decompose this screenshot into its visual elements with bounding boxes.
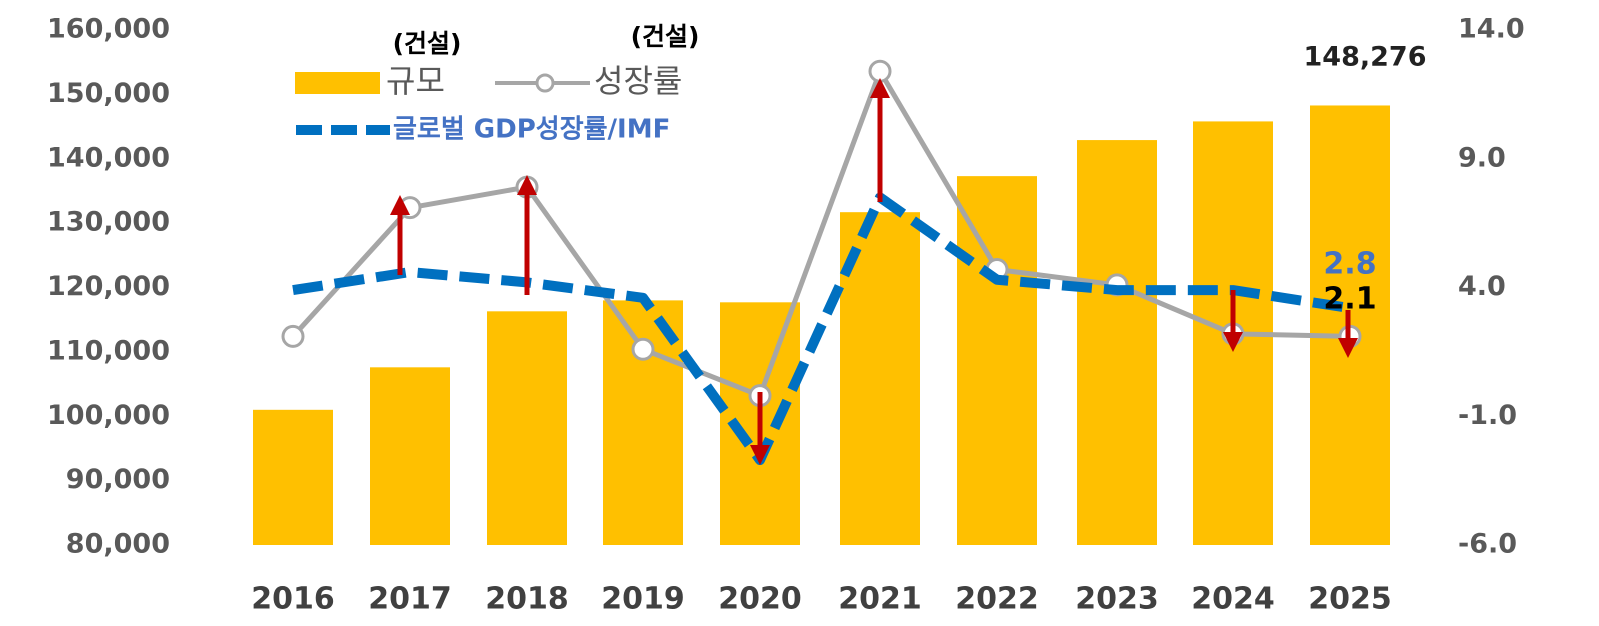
x-tick-label: 2024	[1191, 582, 1275, 617]
y-tick-label: 90,000	[66, 464, 170, 495]
arrows	[390, 78, 1358, 465]
annotation: (건설)	[631, 22, 700, 51]
x-tick-label: 2023	[1075, 582, 1159, 617]
x-tick-label: 2021	[838, 582, 922, 617]
y-tick-label: 160,000	[47, 14, 170, 45]
y2-tick-label: -1.0	[1458, 400, 1517, 431]
y-tick-label: 80,000	[66, 529, 170, 560]
y-tick-label: 100,000	[47, 400, 170, 431]
y-tick-label: 150,000	[47, 78, 170, 109]
y2-tick-label: -6.0	[1458, 529, 1517, 560]
legend-label: 글로벌 GDP성장률/IMF	[393, 115, 670, 145]
legend-label: 규모	[386, 62, 445, 100]
legend-swatch	[295, 72, 380, 94]
value-label: 148,276	[1304, 42, 1427, 73]
line-marker	[631, 337, 655, 361]
y-tick-label: 110,000	[47, 335, 170, 366]
annotation: (건설)	[393, 29, 462, 58]
y2-tick-label: 4.0	[1458, 271, 1506, 302]
line-marker	[868, 59, 892, 83]
annotation: 2.8	[1323, 247, 1376, 282]
y-tick-label: 120,000	[47, 271, 170, 302]
x-tick-label: 2020	[718, 582, 802, 617]
y2-tick-label: 9.0	[1458, 142, 1506, 173]
bar	[487, 311, 567, 545]
y-tick-label: 130,000	[47, 207, 170, 238]
value-label: 2.1	[1323, 282, 1376, 317]
x-tick-label: 2016	[251, 582, 335, 617]
y2-tick-label: 14.0	[1458, 14, 1525, 45]
dashed-line	[292, 192, 1351, 466]
line-marker	[398, 196, 422, 220]
line	[291, 68, 1351, 399]
bar	[370, 367, 450, 545]
x-tick-label: 2025	[1308, 582, 1392, 617]
legend: (건설) (건설) 규모 성장률 글로벌 GDP성장률/IMF	[295, 22, 699, 145]
y-tick-label: 140,000	[47, 142, 170, 173]
x-tick-label: 2022	[955, 582, 1039, 617]
x-tick-label: 2018	[485, 582, 569, 617]
bar	[957, 176, 1037, 545]
legend-label: 성장률	[594, 62, 682, 100]
plot	[253, 59, 1390, 546]
x-tick-label: 2019	[601, 582, 685, 617]
x-tick-label: 2017	[368, 582, 452, 617]
bar	[253, 409, 333, 545]
legend-marker	[535, 73, 555, 93]
bar	[1077, 140, 1157, 546]
line-marker	[281, 324, 305, 348]
